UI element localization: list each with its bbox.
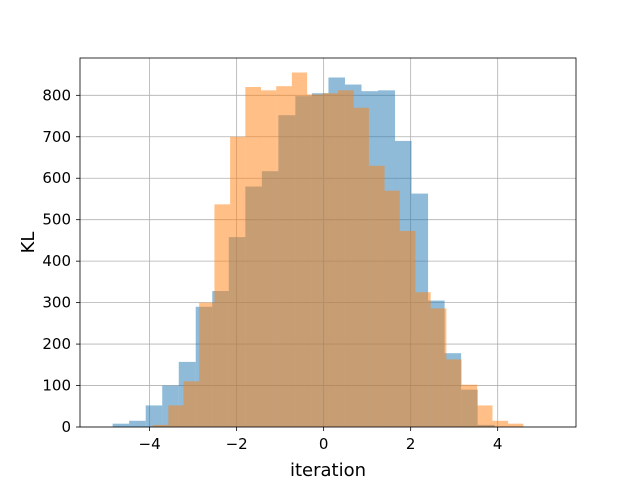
histogram-bar (112, 423, 130, 427)
bars (112, 72, 524, 428)
x-tick-label: 2 (406, 435, 416, 453)
histogram-bar (415, 292, 431, 427)
y-axis: 0 100 200 300 400 500 600 700 800 (42, 86, 80, 436)
plot-frame (79, 57, 577, 428)
series-2 (152, 72, 524, 428)
histogram-bar (199, 302, 215, 427)
x-tick-label: −2 (226, 435, 248, 453)
histogram-bar (430, 308, 447, 427)
histogram-bar (145, 405, 163, 427)
y-tick-label: 0 (61, 418, 71, 436)
y-axis-label: KL (18, 232, 39, 254)
histogram-bar (168, 405, 184, 427)
histogram-bar (322, 93, 339, 427)
y-tick-label: 100 (42, 377, 71, 395)
histogram-bar (338, 90, 354, 427)
histogram-bar (461, 384, 478, 427)
x-tick-label: −4 (139, 435, 161, 453)
histogram-bar (183, 381, 200, 427)
histogram-bar (307, 94, 323, 428)
y-tick-label: 600 (42, 169, 71, 187)
histogram-bar (291, 72, 308, 428)
x-axis: −4 −2 0 2 4 (139, 427, 503, 453)
histogram-bar (230, 136, 246, 428)
histogram-bar (260, 90, 277, 427)
y-tick-label: 200 (42, 335, 71, 353)
histogram-bar (492, 420, 509, 427)
histogram-bar (446, 359, 462, 427)
x-tick-label: 4 (493, 435, 503, 453)
histogram-bar (353, 107, 369, 427)
histogram-bar (384, 190, 400, 427)
y-tick-label: 800 (42, 86, 71, 104)
histogram-bar (276, 86, 292, 427)
x-tick-label: 0 (319, 435, 329, 453)
y-tick-label: 400 (42, 252, 71, 270)
y-tick-label: 500 (42, 211, 71, 229)
histogram-bar (368, 165, 385, 427)
histogram-bar (129, 420, 146, 427)
y-tick-label: 300 (42, 294, 71, 312)
histogram-bar (152, 424, 169, 427)
histogram-bar (214, 204, 231, 427)
histogram-bar (508, 423, 524, 427)
y-tick-label: 700 (42, 128, 71, 146)
histogram-bar (245, 87, 261, 428)
histogram-bar (399, 230, 416, 427)
plot-area (79, 57, 577, 428)
x-axis-label: iteration (290, 460, 366, 480)
histogram-bar (477, 405, 493, 427)
